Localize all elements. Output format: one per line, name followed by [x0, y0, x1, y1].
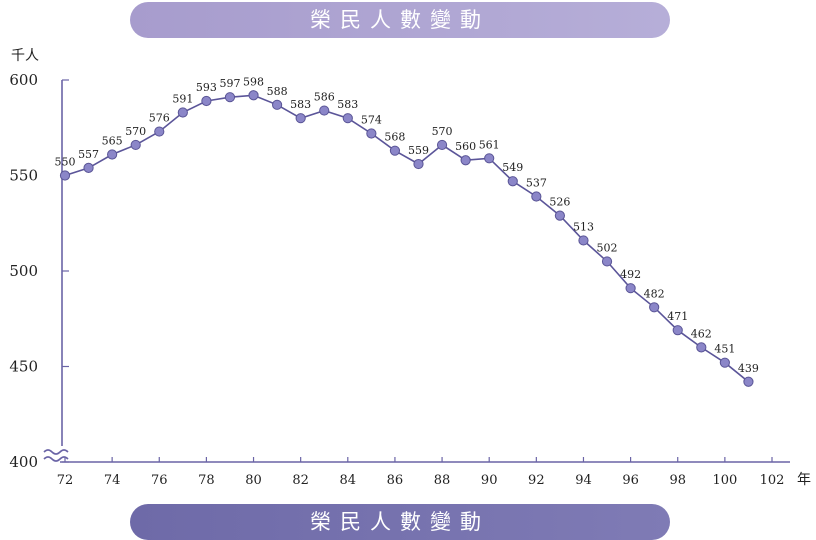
data-label: 561	[479, 138, 500, 151]
data-label: 583	[290, 98, 311, 111]
series-line	[64, 94, 749, 383]
title-text-bottom: 榮民人數變動	[310, 510, 490, 534]
data-point	[554, 210, 566, 221]
data-point	[389, 145, 401, 156]
data-point	[578, 235, 589, 246]
data-label: 574	[361, 113, 382, 126]
data-point	[295, 113, 306, 124]
data-label: 588	[267, 85, 288, 98]
data-label: 576	[149, 112, 170, 125]
data-label: 593	[196, 81, 217, 94]
data-label: 586	[314, 91, 335, 104]
x-axis-label: 年	[797, 472, 811, 488]
data-label: 597	[219, 77, 240, 90]
y-axis-ticks: 400 450 500 550 600	[9, 71, 69, 471]
data-point	[601, 256, 613, 267]
data-point	[484, 153, 495, 164]
data-label: 560	[455, 140, 476, 153]
x-tick-label: 82	[292, 473, 309, 488]
x-tick-label: 90	[481, 473, 498, 488]
x-tick-label: 80	[245, 473, 262, 488]
data-label: 492	[620, 268, 641, 281]
x-tick-label: 88	[434, 473, 451, 488]
data-label: 526	[549, 196, 570, 209]
y-tick-label: 450	[9, 358, 38, 376]
data-label: 550	[55, 156, 76, 169]
data-label: 513	[573, 220, 594, 233]
data-point	[201, 95, 212, 107]
data-point	[224, 92, 236, 103]
data-point	[625, 283, 636, 294]
data-label: 559	[408, 144, 429, 157]
data-point	[107, 149, 118, 160]
axis-break-mark	[43, 449, 69, 462]
data-point	[130, 139, 141, 151]
y-tick-label: 400	[9, 453, 38, 471]
axes	[43, 80, 790, 463]
data-point	[319, 105, 330, 116]
y-tick-label: 600	[9, 71, 38, 89]
data-label: 439	[738, 362, 759, 375]
x-tick-label: 98	[669, 473, 686, 488]
data-label: 471	[667, 310, 688, 323]
data-point	[177, 107, 188, 118]
x-tick-label: 74	[104, 473, 121, 488]
x-tick-label: 94	[575, 473, 592, 488]
x-tick-label: 78	[198, 473, 215, 488]
data-point	[83, 162, 94, 173]
data-label: 570	[432, 125, 453, 138]
data-point	[696, 342, 707, 353]
data-point	[719, 357, 730, 368]
x-tick-label: 86	[387, 473, 404, 488]
data-label: 549	[502, 161, 523, 174]
data-markers	[59, 90, 754, 387]
data-point	[272, 99, 283, 110]
data-point	[743, 376, 754, 387]
x-tick-label: 72	[57, 473, 74, 488]
data-point	[154, 126, 165, 137]
data-label: 557	[78, 148, 99, 161]
x-axis-ticks: 72 74 76 78 80 82 84 86 88 90 92 94 96 98 100 102	[57, 457, 785, 488]
x-tick-label: 102	[760, 473, 785, 488]
data-label: 451	[714, 343, 735, 356]
x-tick-label: 76	[151, 473, 168, 488]
data-label: 502	[597, 241, 618, 254]
data-label: 570	[125, 125, 146, 138]
data-point	[413, 158, 424, 170]
data-point	[649, 302, 660, 313]
data-label: 598	[243, 75, 264, 88]
data-label: 583	[337, 98, 358, 111]
data-point	[436, 139, 448, 151]
y-tick-label: 550	[9, 167, 38, 185]
title-banner-bottom: 榮民人數變動	[130, 504, 670, 540]
x-tick-label: 100	[712, 473, 737, 488]
title-text: 榮民人數變動	[310, 8, 490, 32]
data-label: 537	[526, 177, 547, 190]
y-tick-label: 500	[9, 262, 38, 280]
x-tick-label: 96	[622, 473, 639, 488]
x-tick-label: 84	[340, 473, 357, 488]
title-banner-top: 榮民人數變動	[130, 2, 670, 38]
data-point	[366, 128, 377, 139]
data-label: 568	[384, 131, 405, 144]
data-label: 565	[102, 134, 123, 147]
data-point	[248, 90, 259, 101]
data-point	[507, 176, 518, 187]
data-point	[672, 325, 683, 336]
x-tick-label: 92	[528, 473, 545, 488]
y-axis-label: 千人	[11, 48, 39, 64]
data-point	[460, 155, 471, 166]
data-label: 462	[691, 327, 712, 340]
data-point	[59, 170, 71, 181]
data-point	[531, 191, 542, 202]
data-label: 591	[172, 92, 193, 105]
data-label: 482	[644, 287, 665, 300]
data-point	[342, 113, 353, 124]
